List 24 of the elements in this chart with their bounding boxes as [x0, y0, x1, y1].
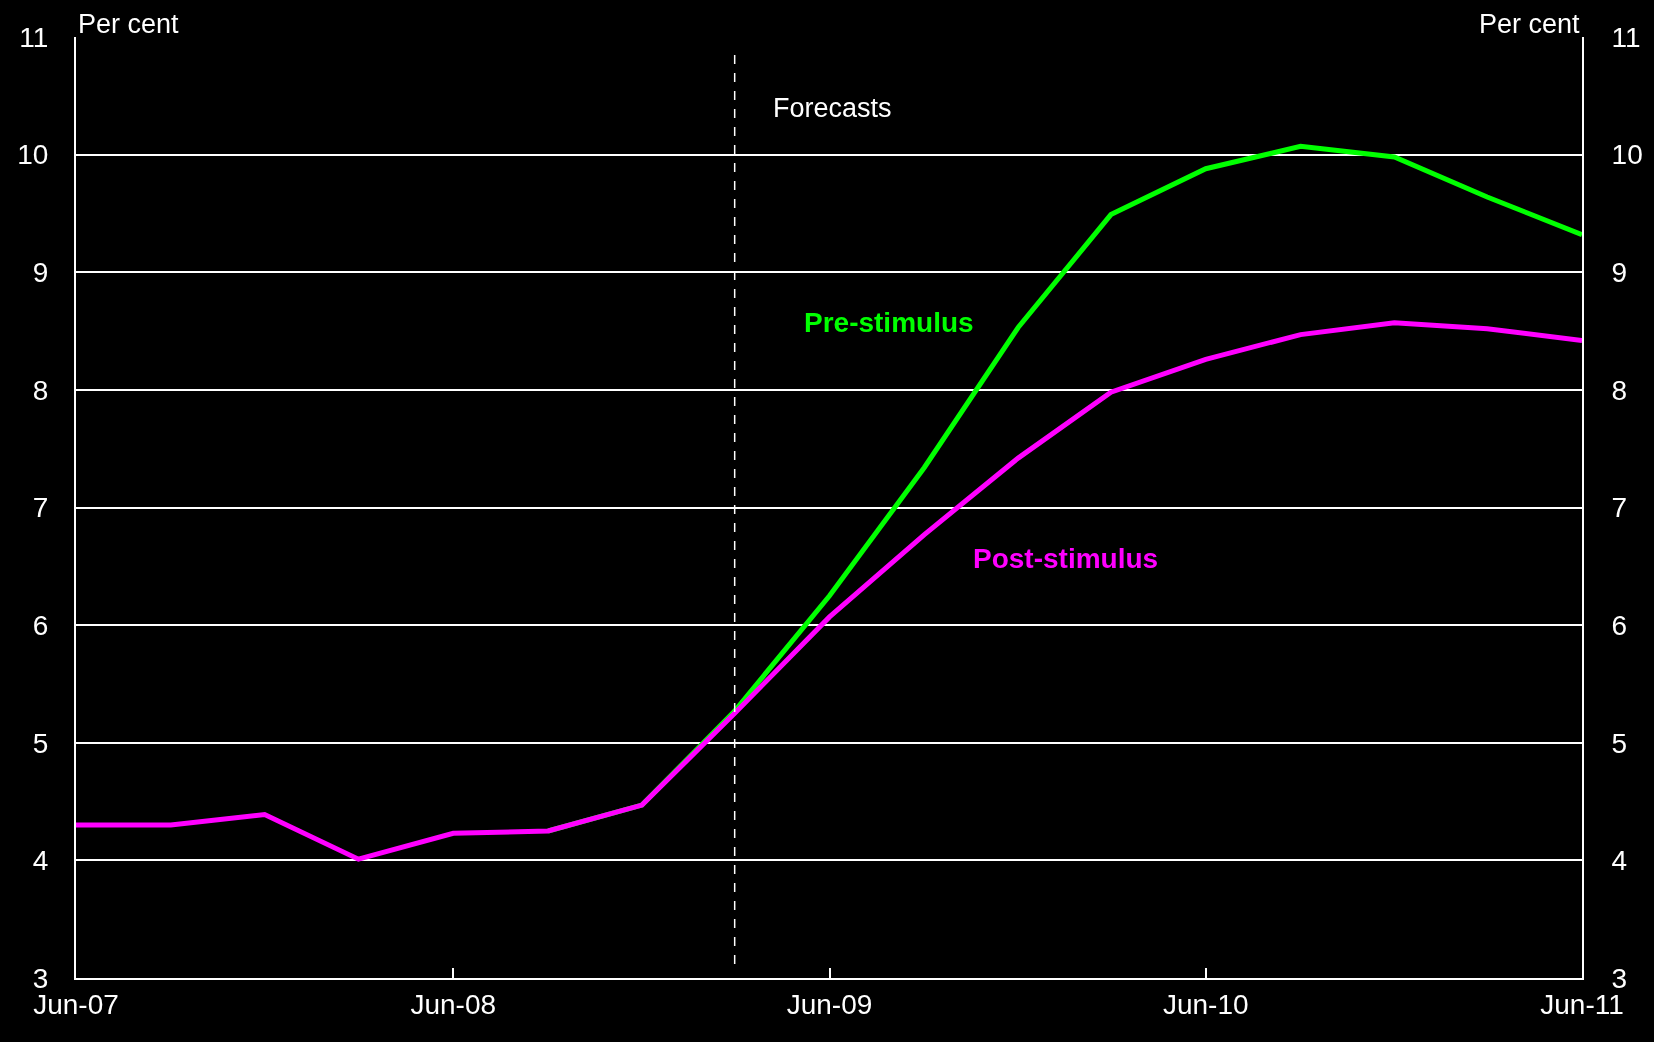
y-tick-label: 8	[32, 374, 49, 406]
y2-axis-title: Per cent	[1479, 9, 1581, 39]
x-tick-label: Jun-09	[786, 988, 873, 1020]
y-tick-label: 6	[32, 609, 49, 641]
y2-tick-label: 10	[1611, 139, 1643, 171]
y-tick-label: 5	[32, 727, 49, 759]
x-tick-label: Jun-10	[1162, 988, 1249, 1020]
series-label: Post-stimulus	[973, 543, 1159, 574]
y2-tick-label: 7	[1611, 492, 1628, 524]
y2-tick-label: 5	[1611, 727, 1628, 759]
y2-tick-label: 8	[1611, 374, 1628, 406]
y2-tick-label: 4	[1611, 845, 1628, 877]
y2-tick-label: 6	[1611, 609, 1628, 641]
y2-tick-label: 9	[1611, 257, 1628, 289]
y-axis-title: Per cent	[78, 9, 180, 39]
y-tick-label: 4	[32, 845, 49, 877]
y2-tick-label: 11	[1611, 21, 1641, 53]
y-tick-label: 7	[32, 492, 49, 524]
y-tick-label: 11	[19, 21, 49, 53]
series-label: Pre-stimulus	[804, 307, 974, 338]
x-tick-label: Jun-08	[410, 988, 497, 1020]
ref-line-label: Forecasts	[773, 93, 892, 123]
y-tick-label: 10	[17, 139, 49, 171]
y-tick-label: 9	[32, 257, 49, 289]
